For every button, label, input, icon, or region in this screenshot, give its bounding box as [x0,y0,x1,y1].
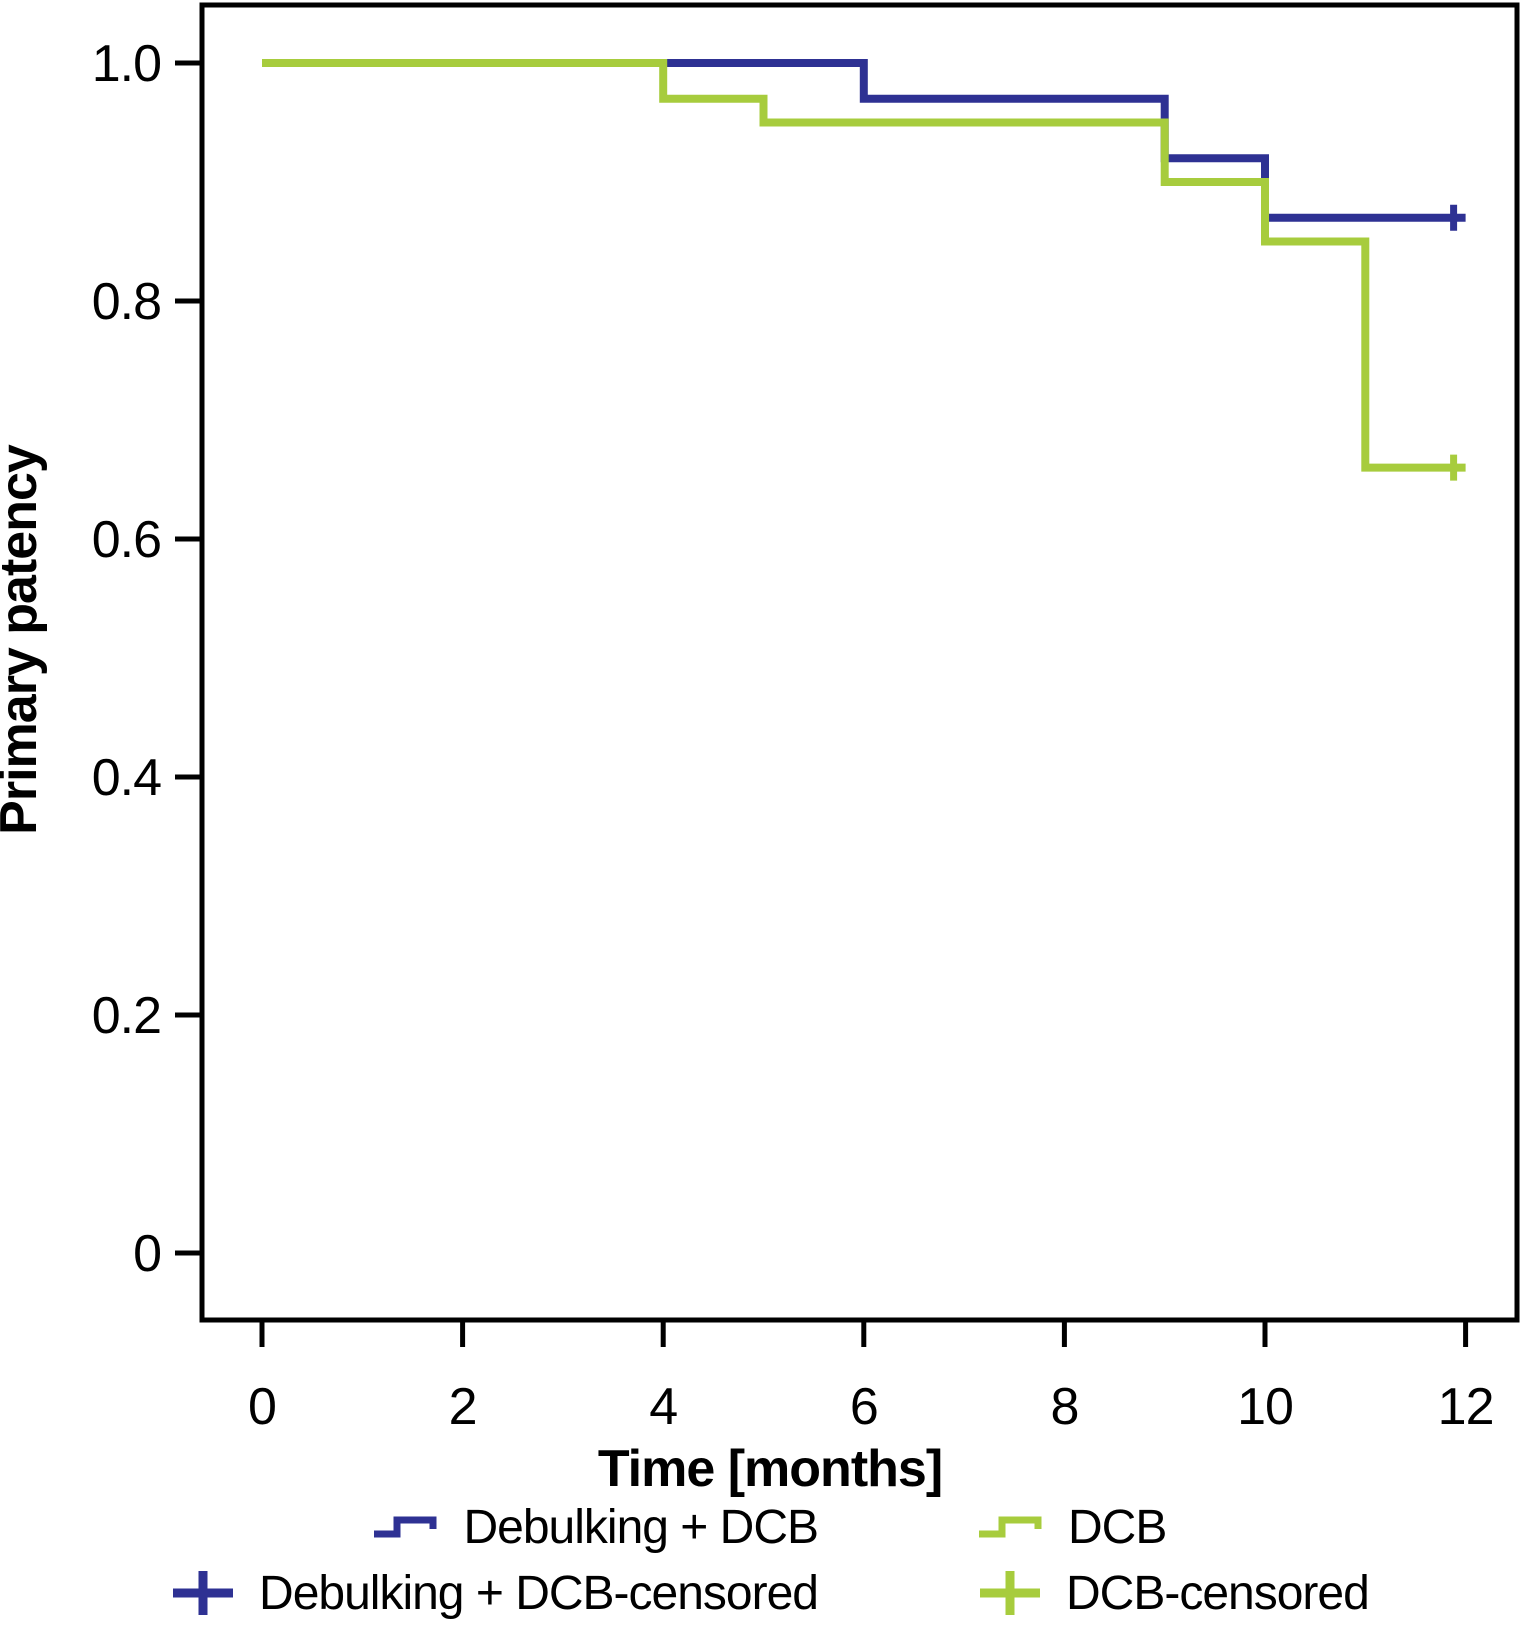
legend-label: DCB [1068,1500,1167,1554]
x-tick-label: 8 [1050,1378,1078,1436]
x-axis-title: Time [months] [598,1440,942,1498]
y-tick-label: 0.4 [92,749,161,807]
legend-label: Debulking + DCB-censored [259,1566,819,1620]
censor-markers [1442,204,1465,481]
series-line-debulking-dcb [262,59,1466,222]
legend-row-1: Debulking + DCB DCB [0,1494,1523,1560]
series-lines [262,59,1466,472]
step-line-icon [374,1516,437,1538]
censor-marker-debulking-dcb [1442,204,1465,231]
legend-entry-dcb-censored: DCB-censored [978,1566,1370,1621]
y-tick-label: 0.8 [92,273,161,331]
plot-border [199,2,1520,1323]
legend-entry-debulking-dcb: Debulking + DCB [373,1500,819,1555]
x-tick-label: 12 [1438,1378,1494,1436]
legend-row-2: Debulking + DCB-censored DCB-censored [0,1560,1523,1626]
legend-entry-debulking-dcb-censored: Debulking + DCB-censored [171,1566,819,1621]
step-line-icon [979,1516,1042,1538]
plus-censored-icon [173,1571,234,1615]
y-axis-ticks: 1.0 0.8 0.6 0.4 0.2 0 [92,35,202,1283]
y-tick-label: 1.0 [92,35,161,93]
y-tick-label: 0 [133,1225,161,1283]
legend-label: Debulking + DCB [463,1500,819,1554]
x-tick-label: 4 [649,1378,677,1436]
x-tick-label: 10 [1237,1378,1293,1436]
legend-entry-dcb: DCB [978,1500,1167,1555]
x-axis-ticks: 0 2 4 6 8 10 12 [248,1320,1495,1436]
x-tick-label: 0 [248,1378,276,1436]
series-line-dcb [262,59,1466,472]
y-axis-title: Primary patency [0,444,48,835]
legend-label: DCB-censored [1066,1566,1370,1620]
y-tick-label: 0.2 [92,987,161,1045]
x-tick-label: 2 [449,1378,477,1436]
legend: Debulking + DCB DCB Debulking + DCB [0,1494,1523,1626]
plus-censored-icon [980,1571,1040,1615]
y-tick-label: 0.6 [92,511,161,569]
x-tick-label: 6 [850,1378,878,1436]
censor-marker-dcb [1442,454,1465,481]
